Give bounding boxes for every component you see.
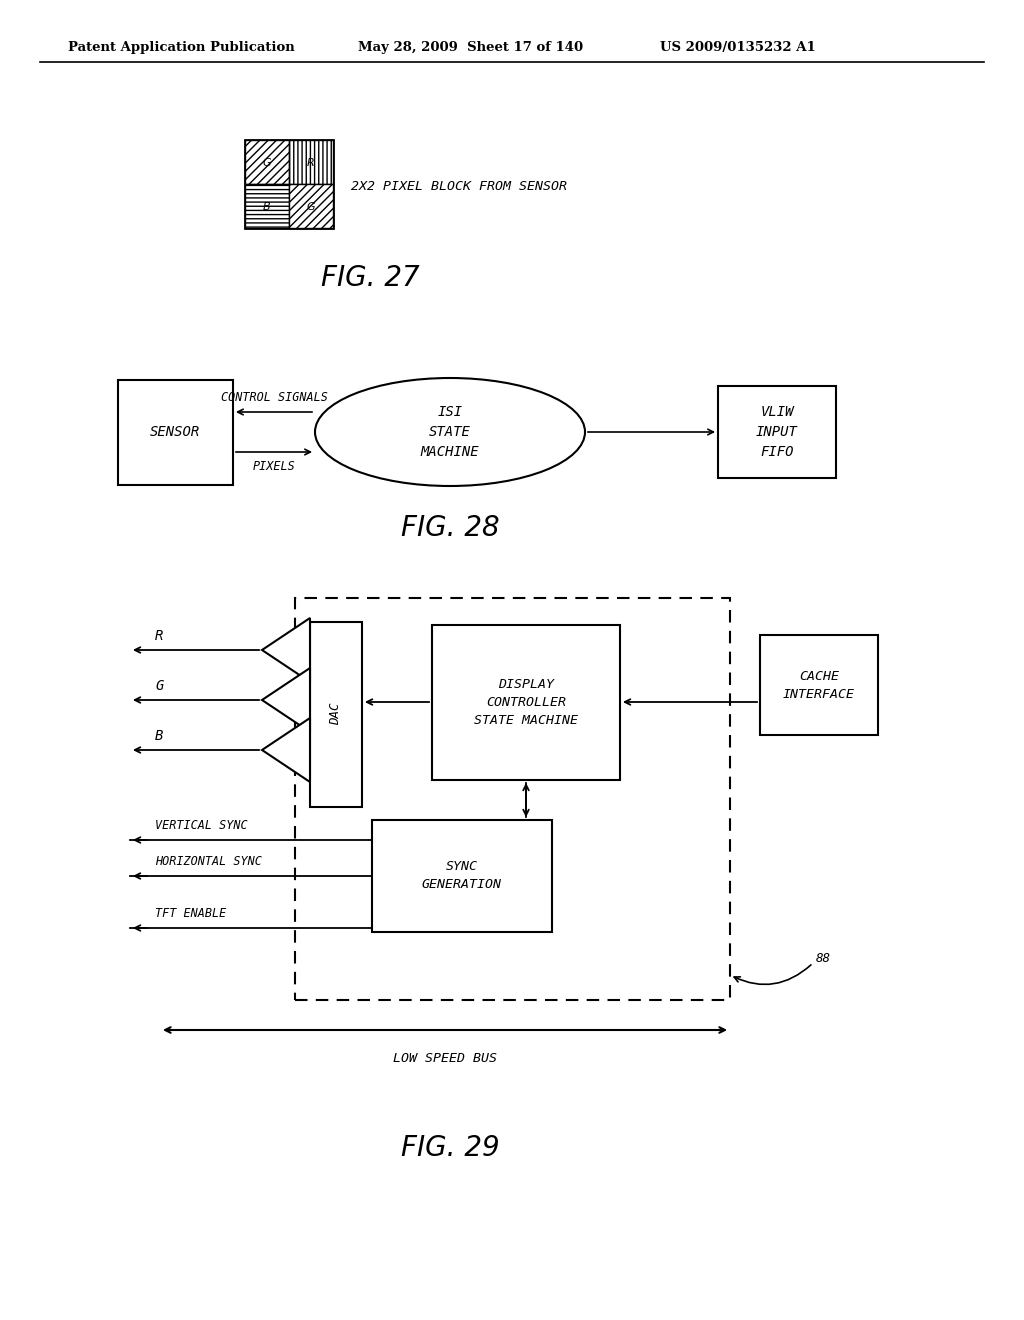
Text: VLIW
INPUT
FIFO: VLIW INPUT FIFO xyxy=(756,405,798,458)
Bar xyxy=(245,183,289,228)
Text: May 28, 2009  Sheet 17 of 140: May 28, 2009 Sheet 17 of 140 xyxy=(358,41,583,54)
Text: DISPLAY
CONTROLLER
STATE MACHINE: DISPLAY CONTROLLER STATE MACHINE xyxy=(474,677,578,726)
Text: G: G xyxy=(306,202,315,213)
Text: TFT ENABLE: TFT ENABLE xyxy=(155,907,226,920)
Bar xyxy=(289,140,333,183)
Text: CONTROL SIGNALS: CONTROL SIGNALS xyxy=(220,391,328,404)
Polygon shape xyxy=(262,718,310,781)
Bar xyxy=(245,140,333,228)
Text: VERTICAL SYNC: VERTICAL SYNC xyxy=(155,818,248,832)
Polygon shape xyxy=(262,668,310,733)
Polygon shape xyxy=(262,618,310,682)
Bar xyxy=(289,183,333,228)
Text: PIXELS: PIXELS xyxy=(253,459,295,473)
Bar xyxy=(310,622,362,807)
Bar xyxy=(245,140,289,183)
Bar xyxy=(118,380,233,484)
Text: FIG. 27: FIG. 27 xyxy=(321,264,419,292)
Text: B: B xyxy=(263,202,270,213)
Bar xyxy=(718,385,836,478)
Text: LOW SPEED BUS: LOW SPEED BUS xyxy=(393,1052,497,1065)
Text: US 2009/0135232 A1: US 2009/0135232 A1 xyxy=(660,41,816,54)
Text: R: R xyxy=(307,158,314,168)
Bar xyxy=(295,598,730,1001)
Bar xyxy=(432,624,620,780)
Ellipse shape xyxy=(315,378,585,486)
Bar xyxy=(760,635,878,735)
Text: G: G xyxy=(155,678,164,693)
Text: HORIZONTAL SYNC: HORIZONTAL SYNC xyxy=(155,855,262,869)
Text: CACHE
INTERFACE: CACHE INTERFACE xyxy=(783,669,855,701)
Text: DAC: DAC xyxy=(330,702,342,725)
Text: SYNC
GENERATION: SYNC GENERATION xyxy=(422,861,502,891)
Text: FIG. 28: FIG. 28 xyxy=(400,513,500,543)
Bar xyxy=(372,820,552,932)
Text: ISI
STATE
MACHINE: ISI STATE MACHINE xyxy=(421,405,479,458)
Text: FIG. 29: FIG. 29 xyxy=(400,1134,500,1162)
Text: 88: 88 xyxy=(816,952,831,965)
Text: 2X2 PIXEL BLOCK FROM SENSOR: 2X2 PIXEL BLOCK FROM SENSOR xyxy=(351,180,567,193)
Text: R: R xyxy=(155,630,164,643)
Text: Patent Application Publication: Patent Application Publication xyxy=(68,41,295,54)
Text: G: G xyxy=(263,158,271,168)
Text: SENSOR: SENSOR xyxy=(150,425,200,440)
Text: B: B xyxy=(155,729,164,743)
